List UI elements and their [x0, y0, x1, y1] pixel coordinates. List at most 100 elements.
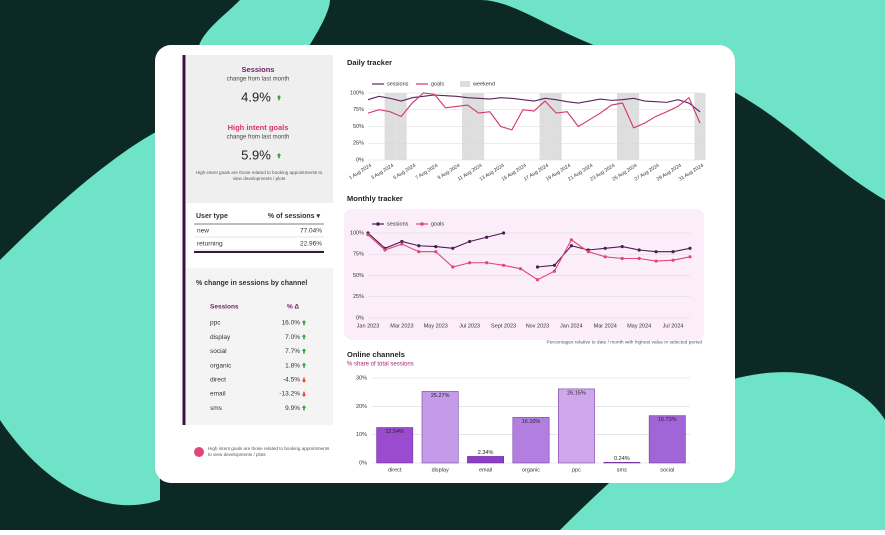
- point: [637, 256, 641, 261]
- bar: [376, 427, 414, 464]
- point: [485, 261, 489, 265]
- footer-note-box: High intent goals are those related to b…: [208, 446, 329, 457]
- point: [468, 239, 472, 244]
- trend-arrow: [301, 320, 307, 326]
- x-tick-label: Jul 2024: [663, 323, 684, 329]
- kpi-note-box: High intent goals are those related to b…: [195, 170, 323, 181]
- x-tick-label: May 2024: [627, 323, 651, 329]
- point: [451, 265, 455, 269]
- legend-label: goals: [431, 81, 444, 87]
- y-tick-label: 20%: [356, 404, 367, 410]
- point: [620, 245, 624, 249]
- point: [400, 239, 404, 244]
- value-label: 16.10%: [522, 419, 541, 425]
- point: [569, 238, 573, 242]
- bar: [558, 388, 595, 464]
- y-tick-label: 0%: [356, 157, 364, 163]
- x-tick-label: email: [479, 467, 492, 473]
- point: [400, 242, 404, 246]
- bar: [648, 415, 686, 464]
- table-cell: social: [210, 348, 227, 355]
- table-cell: -13.2%: [279, 391, 300, 398]
- chart-title: Online channels: [347, 350, 405, 359]
- table-cell: email: [210, 391, 226, 398]
- point: [535, 265, 540, 269]
- trend-arrow: [301, 391, 307, 397]
- y-tick-label: 75%: [353, 107, 364, 113]
- x-tick-label: sms: [617, 467, 627, 473]
- table-cell: 1.8%: [285, 362, 300, 369]
- chart-subtitle: % share of total sessions: [347, 362, 414, 368]
- section-title: % change in sessions by channel: [196, 280, 307, 287]
- x-tick-label: display: [432, 467, 449, 473]
- table-cell: returning: [197, 241, 223, 248]
- value-label: 16.73%: [658, 417, 677, 423]
- x-tick-label: organic: [522, 467, 540, 473]
- y-tick-label: 0%: [356, 315, 364, 321]
- table-header: User type: [196, 213, 228, 220]
- trend-arrow: [301, 334, 307, 340]
- x-tick-label: Sept 2023: [491, 323, 516, 329]
- trend-arrow: [301, 362, 307, 368]
- point: [637, 248, 641, 252]
- x-tick-label: Jul 2023: [459, 323, 480, 329]
- point: [468, 261, 472, 265]
- kpi-subtitle: change from last month: [227, 77, 290, 83]
- trend-arrow: [276, 153, 282, 159]
- point: [552, 263, 557, 267]
- legend-label: sessions: [387, 81, 409, 87]
- value-label: 0.24%: [614, 456, 630, 462]
- kpi-title: High intent goals: [228, 123, 289, 132]
- y-tick-label: 25%: [353, 294, 364, 300]
- y-tick-label: 100%: [350, 230, 364, 236]
- kpi-panel: [186, 55, 333, 203]
- table-cell: new: [197, 228, 209, 235]
- legend-swatch: [460, 81, 470, 87]
- point: [552, 269, 557, 273]
- table-header: Sessions: [210, 304, 239, 311]
- x-tick-label: ppc: [572, 467, 581, 473]
- point: [383, 248, 387, 252]
- table-cell: display: [210, 334, 231, 341]
- kpi-value: 4.9%: [241, 89, 271, 104]
- table-cell: 22.96%: [300, 241, 322, 248]
- table-cell: 7.7%: [285, 348, 300, 355]
- point: [688, 255, 692, 259]
- chart-background: [344, 209, 704, 340]
- kpi-note: High intent goals are those related to b…: [195, 170, 323, 181]
- value-label: 25.27%: [431, 393, 450, 399]
- point: [451, 246, 455, 250]
- point: [417, 250, 421, 254]
- x-tick-label: social: [660, 467, 674, 473]
- note-dot: [194, 447, 204, 457]
- series-line: [367, 234, 691, 281]
- point: [620, 256, 624, 261]
- trend-arrow: [301, 377, 307, 383]
- x-tick-label: Mar 2023: [390, 323, 413, 329]
- legend-label: weekend: [472, 81, 495, 87]
- x-tick-label: Mar 2024: [594, 323, 617, 329]
- legend-dot: [376, 222, 380, 226]
- y-tick-label: 100%: [350, 90, 364, 96]
- x-tick-label: Nov 2023: [526, 323, 550, 329]
- y-tick-label: 30%: [356, 375, 367, 381]
- y-tick-label: 50%: [353, 273, 364, 279]
- point: [671, 250, 675, 254]
- table-header: % Δ: [287, 304, 299, 311]
- table-cell: -4.5%: [283, 377, 300, 384]
- point: [417, 244, 421, 248]
- table-cell: 77.04%: [300, 228, 322, 235]
- legend-dot: [420, 222, 424, 226]
- table-header: % of sessions ▾: [268, 213, 321, 220]
- channel-panel: [186, 268, 333, 425]
- point: [569, 244, 573, 248]
- point: [434, 245, 438, 249]
- legend-label: goals: [431, 221, 444, 227]
- y-tick-label: 10%: [356, 432, 367, 438]
- table-bar: [194, 251, 324, 253]
- bar: [421, 391, 459, 464]
- kpi-subtitle: change from last month: [227, 135, 290, 141]
- point: [366, 233, 370, 237]
